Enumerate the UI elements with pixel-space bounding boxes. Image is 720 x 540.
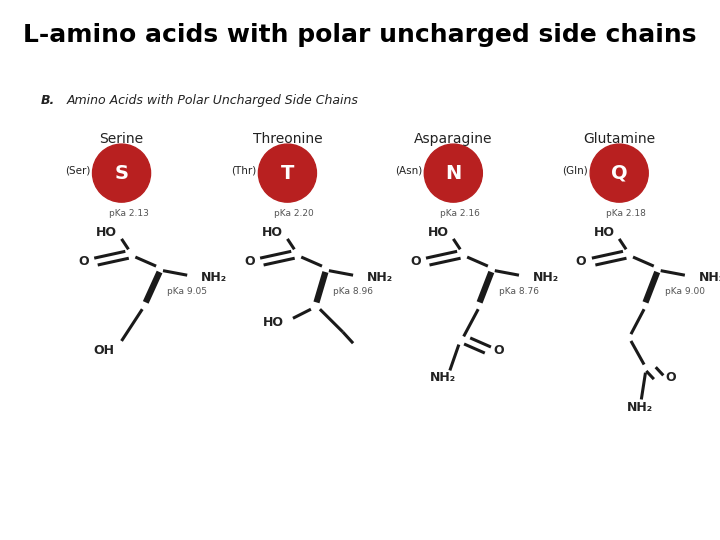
Text: pKa 2.16: pKa 2.16: [441, 210, 480, 219]
Text: pKa 9.00: pKa 9.00: [665, 287, 705, 295]
Ellipse shape: [424, 144, 482, 202]
Text: HO: HO: [593, 226, 614, 239]
Text: B.: B.: [40, 94, 55, 107]
Text: (Thr): (Thr): [231, 166, 256, 176]
Text: NH₂: NH₂: [201, 271, 227, 284]
Text: T: T: [281, 164, 294, 183]
Text: NH₂: NH₂: [698, 271, 720, 284]
Text: OH: OH: [94, 343, 114, 356]
Text: NH₂: NH₂: [367, 271, 393, 284]
Text: pKa 8.96: pKa 8.96: [333, 287, 373, 295]
Text: (Asn): (Asn): [395, 166, 422, 176]
Text: S: S: [114, 164, 129, 183]
Text: pKa 2.18: pKa 2.18: [606, 210, 646, 219]
Text: HO: HO: [261, 226, 283, 239]
Text: N: N: [445, 164, 462, 183]
Text: Amino Acids with Polar Uncharged Side Chains: Amino Acids with Polar Uncharged Side Ch…: [66, 94, 358, 107]
Text: (Gln): (Gln): [562, 166, 588, 176]
Text: L-amino acids with polar uncharged side chains: L-amino acids with polar uncharged side …: [23, 23, 697, 47]
Text: HO: HO: [263, 316, 284, 329]
Text: HO: HO: [96, 226, 117, 239]
Text: O: O: [576, 255, 587, 268]
Text: O: O: [666, 371, 676, 384]
Text: O: O: [493, 343, 503, 356]
Text: O: O: [244, 255, 255, 268]
Text: (Ser): (Ser): [65, 166, 91, 176]
Text: Asparagine: Asparagine: [414, 132, 492, 146]
Text: Glutamine: Glutamine: [583, 132, 655, 146]
Ellipse shape: [590, 144, 648, 202]
Text: Serine: Serine: [99, 132, 143, 146]
Text: O: O: [78, 255, 89, 268]
Text: pKa 8.76: pKa 8.76: [499, 287, 539, 295]
Text: Threonine: Threonine: [253, 132, 323, 146]
Text: pKa 2.13: pKa 2.13: [109, 210, 148, 219]
Text: O: O: [410, 255, 420, 268]
Ellipse shape: [92, 144, 150, 202]
Text: HO: HO: [428, 226, 449, 239]
Text: NH₂: NH₂: [627, 401, 653, 414]
Text: pKa 9.05: pKa 9.05: [167, 287, 207, 295]
Text: pKa 2.20: pKa 2.20: [274, 210, 314, 219]
Text: Q: Q: [611, 164, 628, 183]
Text: NH₂: NH₂: [430, 371, 456, 384]
Text: NH₂: NH₂: [533, 271, 559, 284]
Ellipse shape: [258, 144, 317, 202]
